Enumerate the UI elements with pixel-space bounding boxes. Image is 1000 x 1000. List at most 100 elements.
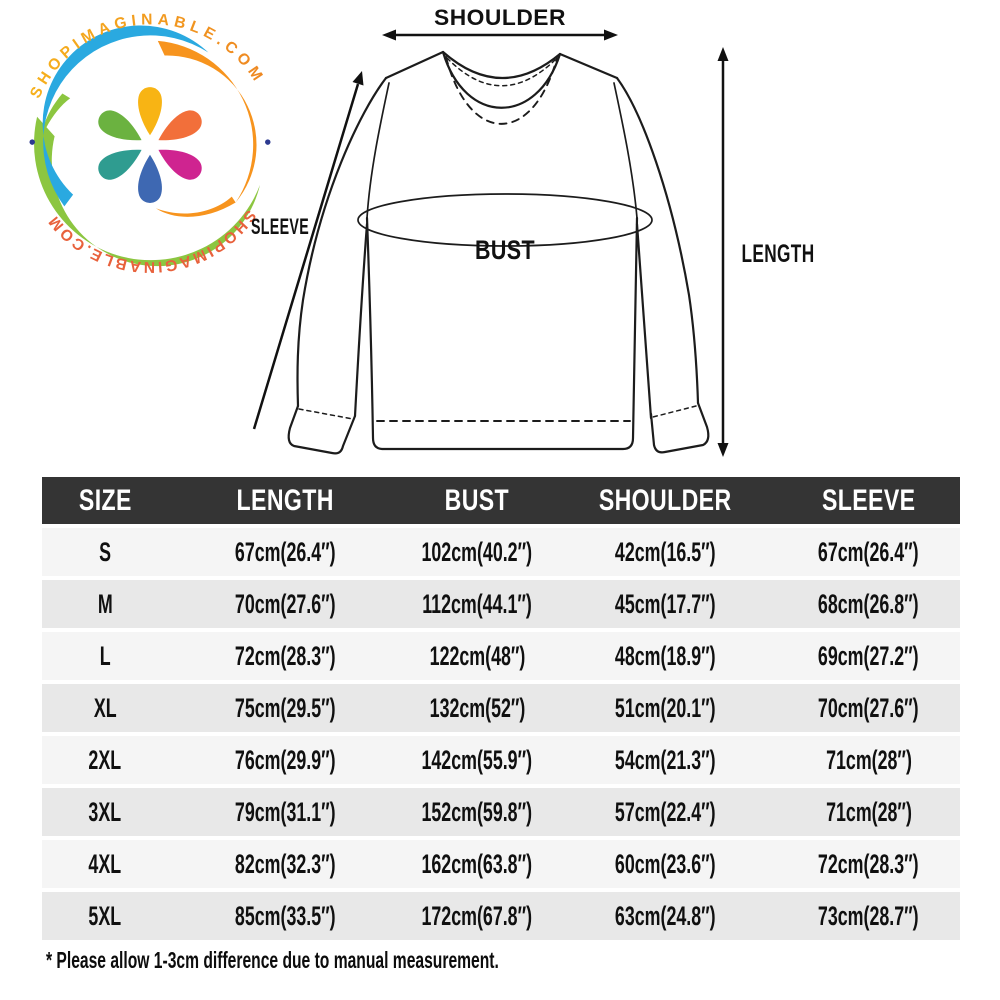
right-sleeve-inner	[635, 222, 653, 420]
table-row-xl: XL 75cm(29.5″) 132cm(52″) 51cm(20.1″) 70…	[42, 684, 960, 732]
sleeve-value: 67cm(26.4″)	[818, 536, 919, 567]
column-header-label: BUST	[444, 483, 510, 517]
size-table: SIZE LENGTH BUST SHOULDER SLEEVE S 67cm(…	[42, 477, 960, 944]
left-armhole-seam	[366, 82, 390, 219]
brand-logo: SHOPIMAGINABLE.COM SHOPIMAGINABLE.COM	[27, 11, 271, 275]
shoulder-value: 48cm(18.9″)	[614, 640, 716, 671]
bust-value: 152cm(59.8″)	[421, 796, 533, 827]
length-value: 72cm(28.3″)	[234, 640, 336, 671]
bust-cell: 162cm(63.8″)	[402, 840, 553, 888]
length-value: 75cm(29.5″)	[234, 692, 336, 723]
column-header-bust: BUST	[402, 477, 553, 524]
left-sleeve-outer	[296, 76, 388, 408]
shoulder-cell: 51cm(20.1″)	[552, 684, 777, 732]
bust-value: 102cm(40.2″)	[421, 536, 533, 567]
sleeve-cell: 70cm(27.6″)	[777, 684, 960, 732]
table-row-3xl: 3XL 79cm(31.1″) 152cm(59.8″) 57cm(22.4″)…	[42, 788, 960, 836]
right-sleeve-outer	[615, 76, 700, 405]
bust-cell: 142cm(55.9″)	[402, 736, 553, 784]
left-dot	[29, 139, 35, 145]
length-cell: 85cm(33.5″)	[168, 892, 402, 940]
table-row-4xl: 4XL 82cm(32.3″) 162cm(63.8″) 60cm(23.6″)…	[42, 840, 960, 888]
sleeve-label: SLEEVE	[251, 214, 309, 239]
column-header-label: SIZE	[78, 483, 132, 517]
length-arrow-top-head	[717, 47, 729, 61]
shoulder-cell: 60cm(23.6″)	[552, 840, 777, 888]
size-value: 4XL	[88, 848, 122, 879]
orange-swoosh-tail	[155, 196, 236, 217]
collar-front-line	[441, 50, 562, 109]
footnote-text: * Please allow 1-3cm difference due to m…	[46, 947, 499, 973]
column-header-label: SHOULDER	[598, 483, 732, 517]
column-header-size: SIZE	[42, 477, 168, 524]
size-value: L	[99, 640, 111, 671]
column-header-label: SLEEVE	[821, 483, 916, 517]
shoulder-cell: 48cm(18.9″)	[552, 632, 777, 680]
left-cuff	[287, 404, 357, 455]
size-value: S	[98, 536, 111, 567]
collar-back-line	[441, 50, 562, 80]
shoulder-cell: 42cm(16.5″)	[552, 528, 777, 576]
table-body: S 67cm(26.4″) 102cm(40.2″) 42cm(16.5″) 6…	[42, 528, 960, 940]
length-cell: 75cm(29.5″)	[168, 684, 402, 732]
sleeve-cell: 69cm(27.2″)	[777, 632, 960, 680]
collar-back-stitch	[446, 57, 557, 87]
length-cell: 79cm(31.1″)	[168, 788, 402, 836]
table-row-m: M 70cm(27.6″) 112cm(44.1″) 45cm(17.7″) 6…	[42, 580, 960, 628]
length-cell: 67cm(26.4″)	[168, 528, 402, 576]
size-value: 2XL	[88, 744, 122, 775]
shoulder-label: SHOULDER	[434, 5, 566, 30]
petal-green	[93, 105, 148, 151]
column-header-label: LENGTH	[236, 483, 334, 517]
right-armhole-seam	[613, 82, 638, 219]
shoulder-arrow-left-head	[382, 29, 396, 41]
garment-diagram: SHOULDER SLEEVE BUST LENGTH	[251, 5, 815, 457]
sleeve-cell: 68cm(26.8″)	[777, 580, 960, 628]
size-cell: 3XL	[42, 788, 168, 836]
bust-value: 162cm(63.8″)	[421, 848, 533, 879]
sleeve-value: 68cm(26.8″)	[818, 588, 919, 619]
sleeve-value: 72cm(28.3″)	[818, 848, 919, 879]
bust-cell: 152cm(59.8″)	[402, 788, 553, 836]
column-header-length: LENGTH	[168, 477, 402, 524]
length-label: LENGTH	[742, 240, 815, 268]
shoulder-value: 51cm(20.1″)	[614, 692, 716, 723]
petal-blue	[138, 154, 162, 203]
bust-value: 122cm(48″)	[429, 640, 525, 671]
sleeve-value: 69cm(27.2″)	[818, 640, 919, 671]
size-cell: M	[42, 580, 168, 628]
length-cell: 70cm(27.6″)	[168, 580, 402, 628]
green-swoosh-tip	[40, 93, 71, 139]
shoulder-cell: 54cm(21.3″)	[552, 736, 777, 784]
sleeve-value: 71cm(28″)	[825, 796, 912, 827]
right-cuff-stitch	[652, 405, 697, 418]
shoulder-arrow-right-head	[604, 29, 618, 41]
sleeve-cell: 67cm(26.4″)	[777, 528, 960, 576]
sleeve-arrow	[252, 83, 360, 430]
left-sleeve-inner	[353, 222, 369, 418]
blue-swoosh	[42, 25, 209, 207]
sleeve-value: 73cm(28.7″)	[818, 900, 919, 931]
shoulder-cell: 57cm(22.4″)	[552, 788, 777, 836]
bust-value: 142cm(55.9″)	[421, 744, 533, 775]
logo-swoosh-ring	[34, 25, 260, 267]
size-value: 5XL	[88, 900, 122, 931]
size-cell: XL	[42, 684, 168, 732]
table-row-l: L 72cm(28.3″) 122cm(48″) 48cm(18.9″) 69c…	[42, 632, 960, 680]
size-cell: 2XL	[42, 736, 168, 784]
brand-text-bottom: SHOPIMAGINABLE.COM	[44, 207, 259, 275]
size-cell: S	[42, 528, 168, 576]
bust-cell: 112cm(44.1″)	[402, 580, 553, 628]
collar-front-stitch	[445, 56, 558, 125]
length-value: 67cm(26.4″)	[234, 536, 336, 567]
size-value: 3XL	[88, 796, 122, 827]
sleeve-cell: 71cm(28″)	[777, 736, 960, 784]
body-outline	[365, 216, 639, 451]
sleeve-cell: 72cm(28.3″)	[777, 840, 960, 888]
table-header-row: SIZE LENGTH BUST SHOULDER SLEEVE	[42, 477, 960, 524]
length-value: 70cm(27.6″)	[234, 588, 336, 619]
right-dot	[265, 139, 271, 145]
length-value: 82cm(32.3″)	[234, 848, 336, 879]
length-value: 76cm(29.9″)	[234, 744, 336, 775]
